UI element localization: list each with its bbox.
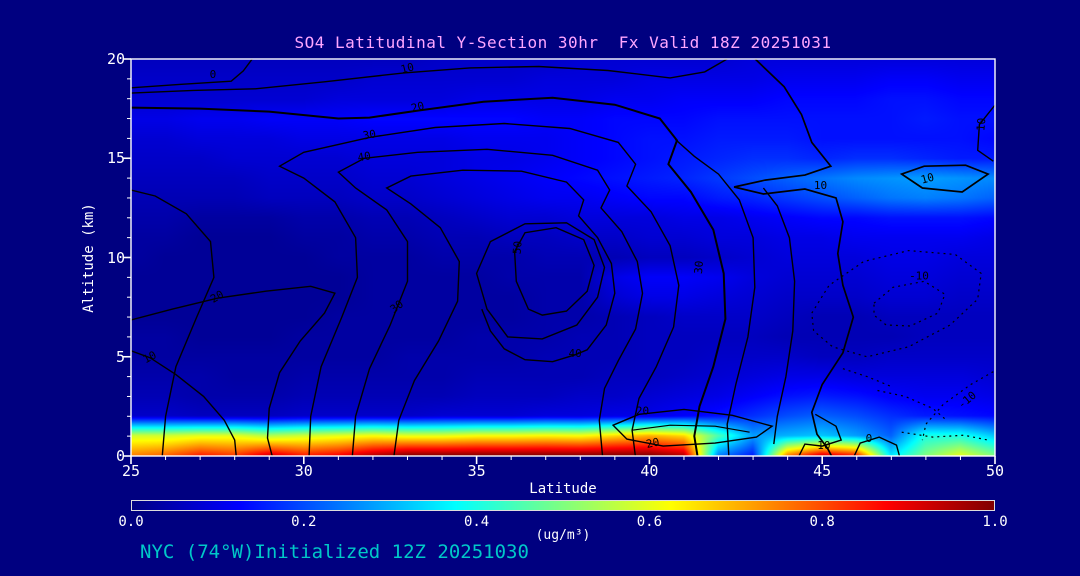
colorbar-tick-label: 0.8 bbox=[809, 514, 835, 530]
colorbar-tick-label: 0.0 bbox=[118, 514, 144, 530]
contour-line bbox=[131, 285, 336, 456]
x-tick-label: 45 bbox=[813, 462, 832, 480]
contour-label: 20 bbox=[645, 435, 661, 450]
contour-lines-layer: 0 10 20 30 40 50 40 30 20 10 30 20 20 10 0 10 10 10 -10 -10 bbox=[131, 59, 995, 456]
contour-label: 30 bbox=[388, 298, 406, 316]
x-tick-label: 25 bbox=[121, 462, 141, 480]
colorbar-unit: (ug/m³) bbox=[535, 528, 591, 543]
contour-label: 10 bbox=[974, 117, 988, 131]
x-axis-label: Latitude bbox=[529, 481, 597, 497]
contour-line bbox=[131, 59, 729, 94]
x-tick-label: 30 bbox=[294, 462, 313, 480]
run-annotation: NYC (74°W)Initialized 12Z 20251030 bbox=[140, 541, 529, 563]
contour-line bbox=[131, 189, 215, 456]
contour-label: 20 bbox=[208, 288, 226, 306]
contour-label: 10 bbox=[817, 439, 830, 452]
contour-label: 40 bbox=[568, 347, 581, 360]
contour-line bbox=[762, 187, 796, 445]
contour-label: -10 bbox=[955, 389, 979, 412]
contour-label: 0 bbox=[210, 68, 217, 81]
colorbar-tick-label: 0.4 bbox=[463, 514, 490, 530]
contour-label: 10 bbox=[919, 171, 935, 187]
contour-label: 10 bbox=[814, 179, 827, 192]
contour-line bbox=[901, 431, 989, 441]
contour-line bbox=[899, 164, 990, 193]
page-title: SO4 Latitudinal Y-Section 30hr Fx Valid … bbox=[294, 33, 832, 52]
x-tick-label: 40 bbox=[640, 462, 659, 480]
contour-label: 20 bbox=[636, 404, 649, 417]
contour-label: 10 bbox=[141, 348, 159, 366]
contour-line bbox=[337, 148, 644, 456]
y-tick-label: 15 bbox=[106, 149, 125, 168]
contour-line bbox=[853, 436, 901, 456]
contour-line bbox=[385, 169, 616, 456]
contour-line bbox=[131, 59, 254, 89]
y-tick-label: 10 bbox=[106, 248, 125, 267]
x-tick-label: 50 bbox=[985, 462, 1005, 480]
contour-label: 40 bbox=[357, 149, 372, 164]
contour-label: 20 bbox=[410, 99, 426, 115]
y-tick-label: 20 bbox=[106, 50, 125, 68]
contour-label: 50 bbox=[511, 240, 525, 254]
contour-line bbox=[842, 368, 892, 388]
contour-line bbox=[632, 424, 750, 433]
colorbar-tick-label: 1.0 bbox=[982, 514, 1008, 530]
contour-line bbox=[733, 59, 855, 456]
contour-line bbox=[475, 222, 606, 340]
plot-area: 0 10 20 30 40 50 40 30 20 10 30 20 20 10 0 10 10 10 -10 -10 bbox=[131, 59, 995, 456]
contour-line bbox=[131, 350, 237, 456]
contour-line bbox=[513, 226, 595, 316]
colorbar-tick-label: 0.2 bbox=[291, 514, 317, 530]
contour-line bbox=[811, 249, 982, 358]
contour-label: 0 bbox=[866, 432, 873, 445]
contour-label: 30 bbox=[692, 260, 706, 274]
contour-line bbox=[873, 280, 946, 327]
contour-label: -10 bbox=[909, 269, 929, 282]
y-tick-label: 5 bbox=[115, 347, 125, 366]
contour-label: 10 bbox=[399, 61, 415, 77]
x-tick-label: 35 bbox=[467, 462, 486, 480]
colorbar-tick-label: 0.6 bbox=[636, 514, 663, 530]
contour-label: 30 bbox=[362, 127, 377, 142]
contour-line bbox=[877, 389, 947, 421]
colorbar bbox=[131, 500, 995, 511]
y-tick-label: 0 bbox=[115, 447, 125, 465]
